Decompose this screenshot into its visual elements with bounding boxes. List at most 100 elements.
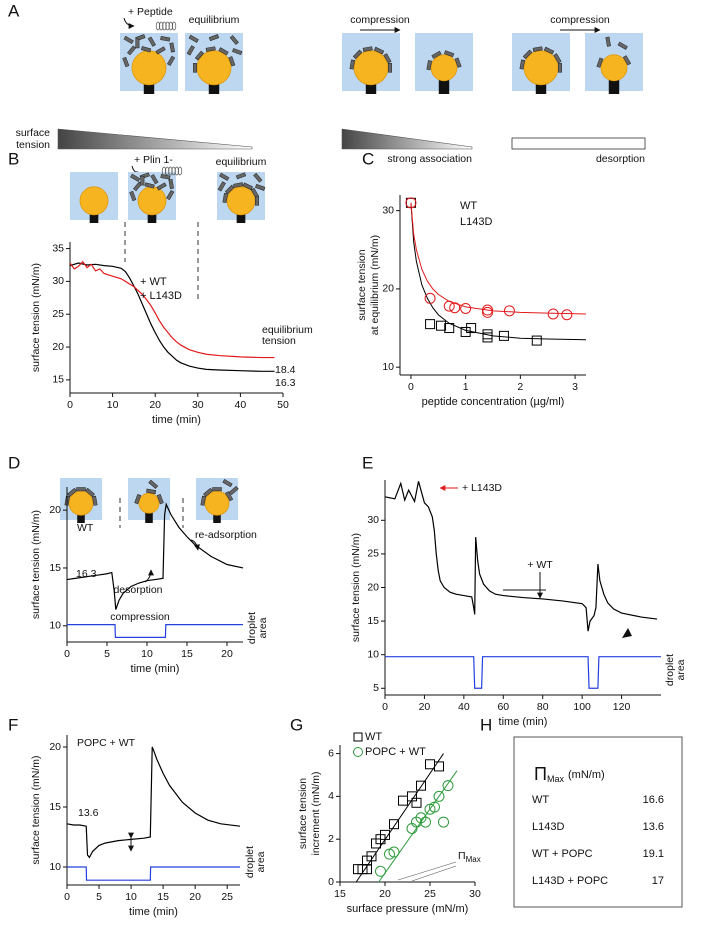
- annotation: 16.3: [76, 568, 97, 580]
- coil: [162, 21, 167, 31]
- x-tick-label: 20: [149, 399, 161, 411]
- y-tick-label: 30: [367, 514, 379, 526]
- annotation: re-adsorption: [195, 529, 257, 541]
- point: [466, 323, 477, 334]
- x-tick-label: 80: [537, 701, 549, 713]
- annotation: dropletarea: [244, 846, 267, 878]
- peptide: [255, 183, 266, 191]
- capillary: [213, 512, 221, 523]
- data-line: [69, 262, 275, 372]
- row-label: WT + POPC: [532, 848, 593, 860]
- y-axis-label: surface tensionincrement (mN/m): [297, 771, 322, 855]
- peptide: [229, 35, 239, 45]
- peptide: [352, 49, 363, 60]
- capillary: [145, 510, 153, 523]
- x-tick-label: 50: [277, 399, 289, 411]
- x-axis-label: time (min): [131, 663, 180, 675]
- point: [411, 797, 422, 808]
- point: [460, 302, 472, 314]
- peptide: [222, 478, 233, 488]
- x-tick-label: 30: [192, 399, 204, 411]
- peptide: [388, 63, 392, 73]
- diagram-label: equilibrium: [216, 156, 267, 168]
- annotation: 18.4: [275, 364, 296, 376]
- y-tick-label: 20: [367, 581, 379, 593]
- peptide: [148, 479, 159, 489]
- legend-marker: [353, 732, 363, 742]
- peptide: [454, 57, 462, 68]
- diagram-label: + Plin 1-: [134, 154, 173, 166]
- point: [389, 819, 399, 830]
- x-tick-label: 15: [157, 891, 169, 903]
- y-axis-label: surface tensionat equilibrium (mN/m): [356, 235, 381, 335]
- row-value: 16.6: [643, 794, 664, 806]
- droplet: [79, 186, 109, 216]
- peptide: [426, 60, 432, 71]
- y-axis-label-line: surface tension: [356, 249, 368, 320]
- y-tick-label: 15: [49, 801, 61, 813]
- x-tick-label: 0: [408, 381, 414, 393]
- peptide: [134, 493, 142, 505]
- capillary: [236, 211, 246, 223]
- annotation-subscript: Max: [466, 855, 481, 864]
- droplet: [226, 186, 256, 216]
- coil: [168, 166, 173, 176]
- y-tick-label: 6: [328, 747, 334, 759]
- data-line: [384, 481, 658, 632]
- droplet: [430, 54, 458, 82]
- peptide: [130, 173, 141, 182]
- gradient-wedge: [341, 128, 473, 150]
- capillary: [608, 77, 620, 94]
- peptide: [443, 50, 455, 58]
- data-line: [385, 656, 661, 689]
- peptide: [431, 50, 442, 59]
- legend-label: + WT: [140, 276, 167, 288]
- row-label: L143D + POPC: [532, 875, 608, 887]
- point: [424, 292, 436, 304]
- droplet: [68, 490, 94, 516]
- annotation: dropletarea: [246, 612, 269, 644]
- x-tick-label: 10: [125, 891, 137, 903]
- x-tick-label: 15: [181, 648, 193, 660]
- peptide: [127, 45, 137, 56]
- panel-label: F: [8, 715, 18, 734]
- point: [460, 326, 471, 337]
- peptide: [558, 63, 562, 73]
- x-tick-label: 30: [469, 888, 481, 900]
- peptide: [147, 36, 156, 47]
- capillary: [208, 81, 220, 94]
- peptide: [140, 175, 145, 186]
- peptide: [349, 59, 356, 70]
- droplet: [353, 50, 389, 86]
- peptide: [166, 189, 175, 201]
- peptide: [156, 493, 164, 505]
- annotation-line: equilibrium: [262, 324, 313, 336]
- y-tick-label: 2: [328, 833, 334, 845]
- x-tick-label: 40: [458, 701, 470, 713]
- x-tick-label: 0: [67, 399, 73, 411]
- peptide: [166, 55, 176, 66]
- header-symbol: Π: [534, 764, 547, 784]
- peptide: [622, 55, 632, 66]
- point: [531, 335, 542, 346]
- point: [482, 304, 494, 316]
- droplet: [138, 492, 160, 514]
- y-axis-label-line: surface tension: [297, 778, 309, 849]
- peptide: [200, 495, 206, 506]
- annotation-line: droplet: [664, 654, 676, 686]
- legend-marker: [353, 747, 363, 757]
- coil: [165, 21, 170, 31]
- peptide: [123, 35, 134, 45]
- peptide: [596, 57, 604, 68]
- y-tick-label: 15: [49, 562, 61, 574]
- peptide: [362, 46, 373, 52]
- point: [436, 320, 447, 331]
- peptide: [519, 59, 526, 70]
- peptide: [522, 49, 533, 60]
- point: [438, 816, 449, 828]
- peptide: [155, 46, 166, 55]
- annotation: + L143D: [462, 482, 502, 494]
- legend-label: + L143D: [140, 290, 182, 302]
- capillary: [147, 211, 157, 223]
- droplet: [196, 50, 232, 86]
